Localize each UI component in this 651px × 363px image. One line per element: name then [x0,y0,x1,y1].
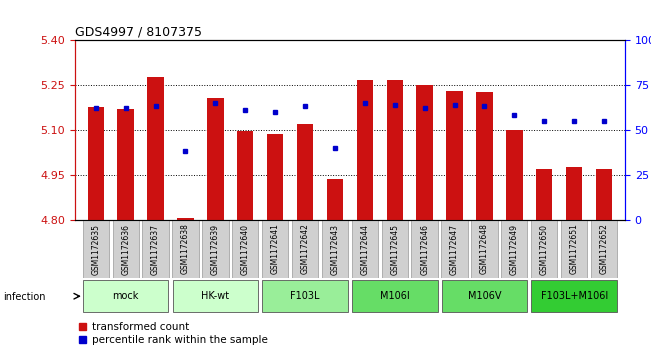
FancyBboxPatch shape [173,280,258,312]
Text: HK-wt: HK-wt [201,291,229,301]
FancyBboxPatch shape [381,220,408,278]
Text: GSM1172643: GSM1172643 [331,224,339,274]
FancyBboxPatch shape [173,220,199,278]
Bar [417,85,433,220]
Text: GSM1172651: GSM1172651 [570,224,579,274]
Text: GSM1172642: GSM1172642 [301,224,310,274]
Bar [387,80,403,220]
FancyBboxPatch shape [441,280,527,312]
Bar [297,124,313,220]
Bar [147,77,164,220]
Text: GSM1172637: GSM1172637 [151,224,160,274]
Text: GSM1172644: GSM1172644 [361,224,369,274]
FancyBboxPatch shape [531,280,617,312]
Bar [117,109,134,220]
Text: GSM1172649: GSM1172649 [510,224,519,274]
Text: GSM1172636: GSM1172636 [121,224,130,274]
Text: GSM1172650: GSM1172650 [540,224,549,274]
FancyBboxPatch shape [202,220,229,278]
Bar [477,92,493,220]
FancyBboxPatch shape [292,220,318,278]
FancyBboxPatch shape [262,280,348,312]
Text: GSM1172652: GSM1172652 [600,224,609,274]
Text: GSM1172646: GSM1172646 [420,224,429,274]
Legend: transformed count, percentile rank within the sample: transformed count, percentile rank withi… [75,318,271,349]
Bar [177,218,194,220]
Bar [506,130,523,220]
FancyBboxPatch shape [232,220,258,278]
FancyBboxPatch shape [113,220,139,278]
Text: GSM1172640: GSM1172640 [241,224,250,274]
Bar [207,98,223,220]
FancyBboxPatch shape [352,280,437,312]
Text: infection: infection [3,291,46,302]
FancyBboxPatch shape [411,220,438,278]
Bar [237,131,253,220]
FancyBboxPatch shape [352,220,378,278]
Text: GSM1172639: GSM1172639 [211,224,220,274]
Text: GSM1172635: GSM1172635 [91,224,100,274]
Bar [596,169,612,220]
Bar [357,80,373,220]
Bar [566,167,583,220]
FancyBboxPatch shape [471,220,497,278]
FancyBboxPatch shape [262,220,288,278]
Text: GSM1172645: GSM1172645 [390,224,399,274]
FancyBboxPatch shape [591,220,617,278]
Text: F103L: F103L [290,291,320,301]
Text: GSM1172648: GSM1172648 [480,224,489,274]
FancyBboxPatch shape [322,220,348,278]
Text: GSM1172647: GSM1172647 [450,224,459,274]
Bar [536,169,553,220]
FancyBboxPatch shape [441,220,467,278]
Text: M106I: M106I [380,291,409,301]
FancyBboxPatch shape [561,220,587,278]
FancyBboxPatch shape [501,220,527,278]
Bar [88,107,104,220]
Text: GDS4997 / 8107375: GDS4997 / 8107375 [75,26,202,39]
Text: GSM1172638: GSM1172638 [181,224,190,274]
FancyBboxPatch shape [531,220,557,278]
Bar [327,179,343,220]
FancyBboxPatch shape [143,220,169,278]
Text: F103L+M106I: F103L+M106I [540,291,608,301]
Bar [447,91,463,220]
FancyBboxPatch shape [83,280,169,312]
Text: M106V: M106V [467,291,501,301]
Text: mock: mock [113,291,139,301]
Bar [267,134,283,220]
FancyBboxPatch shape [83,220,109,278]
Text: GSM1172641: GSM1172641 [271,224,280,274]
